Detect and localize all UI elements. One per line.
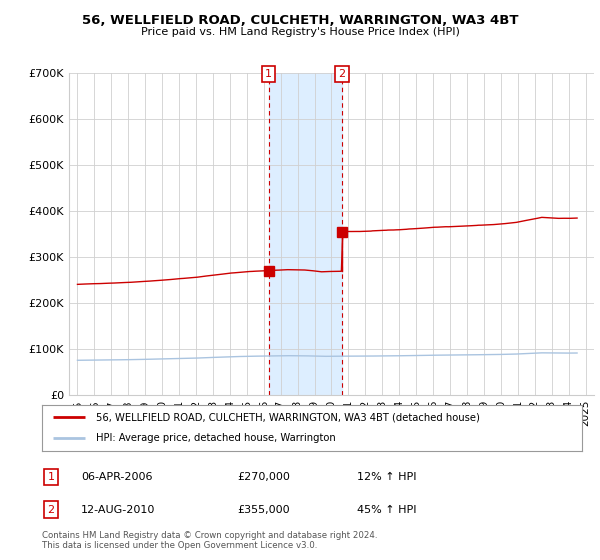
- Text: 12-AUG-2010: 12-AUG-2010: [81, 505, 155, 515]
- Text: £355,000: £355,000: [237, 505, 290, 515]
- Bar: [269, 73, 342, 395]
- Text: Price paid vs. HM Land Registry's House Price Index (HPI): Price paid vs. HM Land Registry's House …: [140, 27, 460, 37]
- Text: 12% ↑ HPI: 12% ↑ HPI: [357, 472, 416, 482]
- Text: 1: 1: [47, 472, 55, 482]
- Text: HPI: Average price, detached house, Warrington: HPI: Average price, detached house, Warr…: [96, 433, 336, 444]
- Text: 56, WELLFIELD ROAD, CULCHETH, WARRINGTON, WA3 4BT: 56, WELLFIELD ROAD, CULCHETH, WARRINGTON…: [82, 14, 518, 27]
- Text: 1: 1: [265, 69, 272, 79]
- Text: Contains HM Land Registry data © Crown copyright and database right 2024.
This d: Contains HM Land Registry data © Crown c…: [42, 531, 377, 550]
- Text: 45% ↑ HPI: 45% ↑ HPI: [357, 505, 416, 515]
- Text: 56, WELLFIELD ROAD, CULCHETH, WARRINGTON, WA3 4BT (detached house): 56, WELLFIELD ROAD, CULCHETH, WARRINGTON…: [96, 412, 480, 422]
- Text: 06-APR-2006: 06-APR-2006: [81, 472, 152, 482]
- Text: 2: 2: [47, 505, 55, 515]
- Text: £270,000: £270,000: [237, 472, 290, 482]
- Text: 2: 2: [338, 69, 346, 79]
